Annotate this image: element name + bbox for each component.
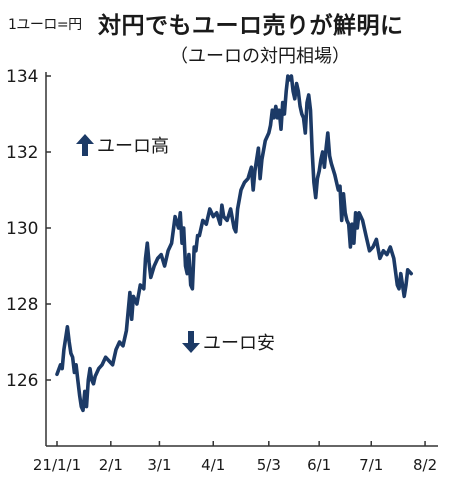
x-tick-label: 3/1 (147, 456, 171, 474)
arrow-up-icon (76, 134, 94, 156)
x-tick-label: 8/2 (413, 456, 437, 474)
x-tick-label: 6/1 (307, 456, 331, 474)
y-tick-label: 128 (6, 295, 38, 315)
x-tick-label: 7/1 (359, 456, 383, 474)
y-axis-unit-label: 1ユーロ=円 (8, 17, 82, 33)
annotation-euro-down: ユーロ安 (182, 329, 275, 355)
x-tick-label: 2/1 (99, 456, 123, 474)
x-tick-label: 5/3 (257, 456, 281, 474)
y-tick-label: 126 (6, 371, 38, 391)
y-tick-label: 130 (6, 219, 38, 239)
annotation-euro-down-label: ユーロ安 (203, 333, 275, 354)
arrow-down-icon (182, 331, 200, 353)
x-tick-label: 21/1/1 (33, 456, 81, 474)
chart-subtitle: （ユーロの対円相場） (170, 46, 350, 67)
annotation-euro-up-label: ユーロ高 (97, 136, 169, 157)
annotation-euro-up: ユーロ高 (76, 132, 169, 158)
series-line-0 (55, 74, 414, 413)
x-tick-label: 4/1 (201, 456, 225, 474)
chart-title: 対円でもユーロ売りが鮮明に (98, 13, 404, 39)
y-tick-label: 132 (6, 143, 38, 163)
y-tick-label: 134 (6, 67, 38, 87)
